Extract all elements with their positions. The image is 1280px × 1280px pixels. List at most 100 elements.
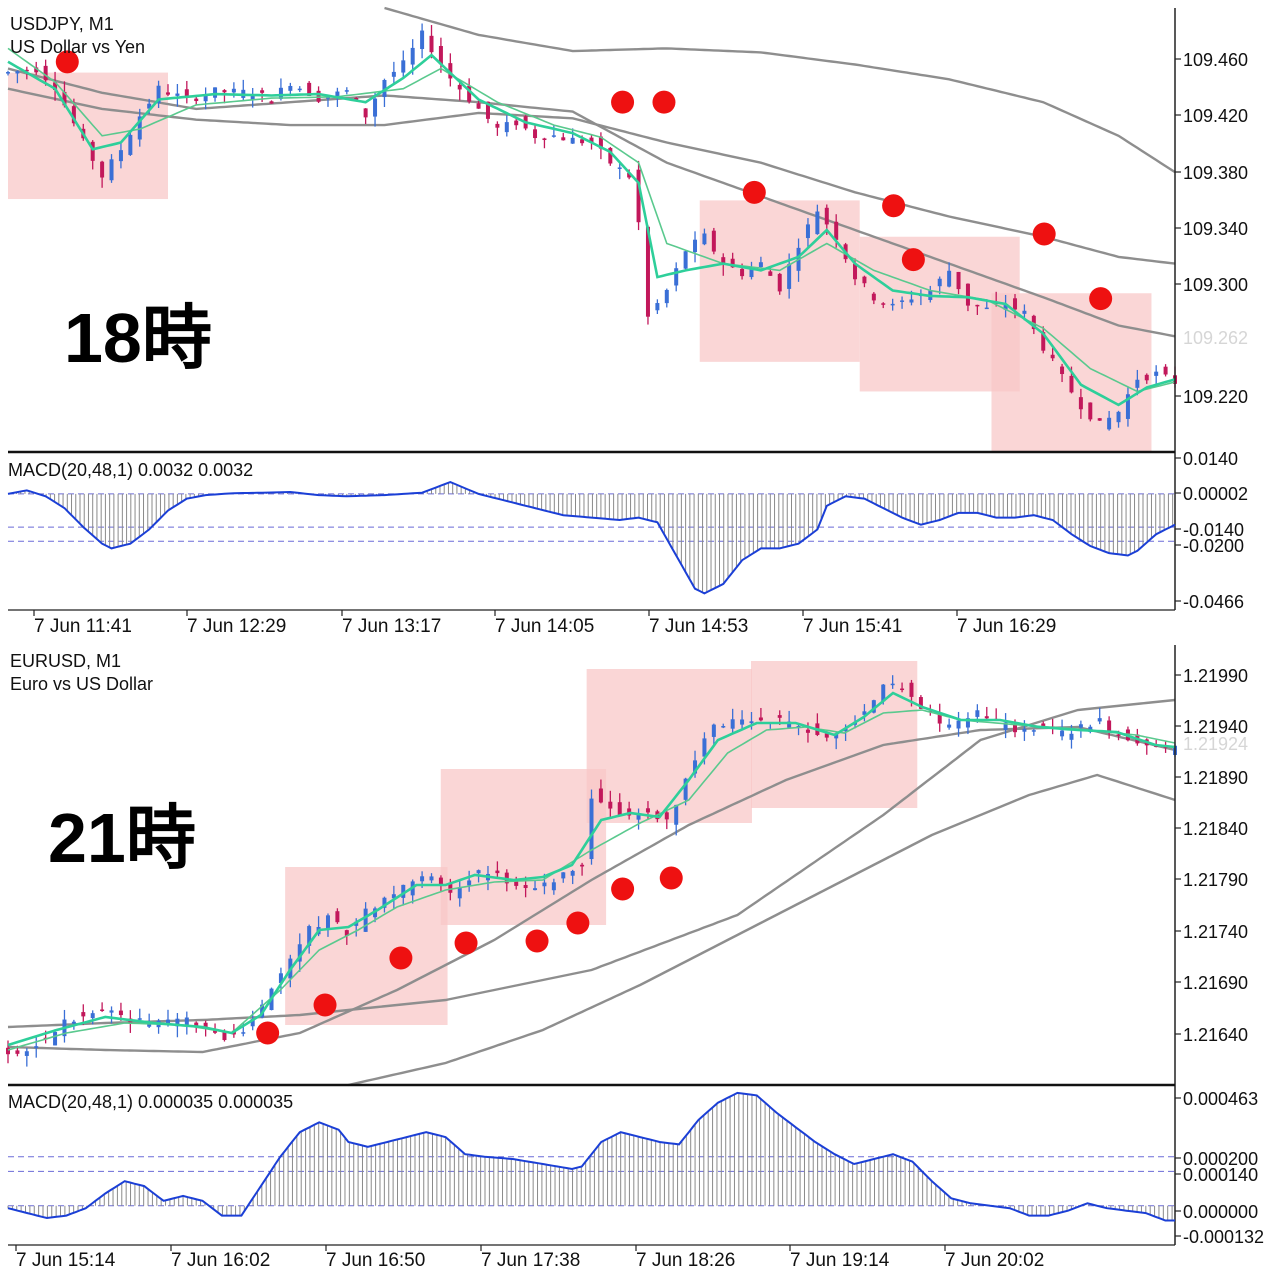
candle-body <box>354 97 359 101</box>
candle-body <box>711 230 716 252</box>
candle-body <box>1041 723 1046 727</box>
candle-body <box>1013 298 1018 310</box>
candle-body <box>853 263 858 280</box>
price-tick-label: 1.21840 <box>1183 819 1248 839</box>
signal-dot <box>389 946 413 970</box>
candle-body <box>956 720 961 729</box>
candle-body <box>156 85 161 104</box>
time-tick-label: 7 Jun 12:29 <box>187 616 286 637</box>
candle-body <box>100 1009 105 1011</box>
signal-dot <box>611 877 635 901</box>
candle-body <box>175 93 180 96</box>
time-tick-label: 7 Jun 17:38 <box>481 1250 580 1271</box>
candle-body <box>834 221 839 240</box>
candle-body <box>438 45 443 65</box>
price-tick-label: 1.21990 <box>1183 666 1248 686</box>
candle-body <box>213 1029 218 1033</box>
candle-body <box>203 95 208 102</box>
hour-overlay-label: 21時 <box>48 799 196 877</box>
candle-body <box>834 733 839 739</box>
candle-body <box>231 88 236 93</box>
candle-body <box>504 122 509 133</box>
candle-body <box>862 276 867 284</box>
candle-body <box>15 1050 20 1054</box>
candle-body <box>693 760 698 774</box>
signal-dot <box>313 993 337 1017</box>
candle-body <box>871 700 876 713</box>
signal-dot <box>256 1021 280 1045</box>
price-tick-label: 109.460 <box>1183 50 1248 70</box>
candle-body <box>551 135 556 137</box>
candle-body <box>100 161 105 178</box>
highlight-box <box>440 769 607 925</box>
candle-body <box>457 84 462 90</box>
candle-body <box>391 894 396 899</box>
candle-body <box>570 870 575 876</box>
candle-body <box>24 1051 29 1056</box>
candle-body <box>871 293 876 301</box>
time-tick-label: 7 Jun 11:41 <box>34 616 132 637</box>
candle-body <box>984 307 989 310</box>
current-price-label: 1.21924 <box>1183 734 1248 754</box>
candle-body <box>749 721 754 724</box>
candle-body <box>53 82 58 91</box>
hour-overlay-label: 18時 <box>64 299 212 377</box>
candle-body <box>307 926 312 946</box>
signal-dot <box>566 911 590 935</box>
candle-body <box>1050 354 1055 359</box>
candle-body <box>947 270 952 287</box>
candle-body <box>956 271 961 290</box>
candle-body <box>514 120 519 126</box>
candle-body <box>862 711 867 715</box>
candle-body <box>1069 375 1074 393</box>
candle-body <box>81 1012 86 1017</box>
candle-body <box>758 717 763 721</box>
candle-body <box>1069 733 1074 740</box>
highlight-box <box>586 669 752 823</box>
candle-body <box>542 138 547 141</box>
candle-body <box>448 882 453 893</box>
candle-body <box>1144 374 1149 381</box>
candle-body <box>1041 332 1046 351</box>
candle-body <box>241 1032 246 1034</box>
candle-body <box>965 283 970 306</box>
candle-body <box>881 303 886 305</box>
candle-body <box>1003 305 1008 310</box>
candle-body <box>627 172 632 178</box>
candle-body <box>165 92 170 95</box>
price-tick-label: 1.21640 <box>1183 1025 1248 1045</box>
candle-body <box>617 167 622 169</box>
signal-dot <box>454 931 478 955</box>
candle-body <box>598 136 603 149</box>
symbol-description: Euro vs US Dollar <box>10 674 153 694</box>
candle-body <box>420 30 425 50</box>
candle-body <box>561 872 566 879</box>
candle-body <box>815 211 820 235</box>
candle-body <box>937 713 942 724</box>
signal-dot <box>525 929 549 953</box>
candle-body <box>984 716 989 719</box>
price-tick-label: 1.21790 <box>1183 870 1248 890</box>
candle-body <box>71 106 76 124</box>
candle-body <box>627 808 632 816</box>
candle-body <box>476 103 481 109</box>
candle-body <box>401 884 406 898</box>
candle-body <box>118 1010 123 1016</box>
candle-body <box>890 683 895 686</box>
candle-body <box>34 67 39 73</box>
candle-body <box>580 864 585 867</box>
candle-body <box>551 882 556 891</box>
candle-body <box>1060 366 1065 375</box>
candle-body <box>118 150 123 162</box>
highlight-box <box>8 72 168 200</box>
time-tick-label: 7 Jun 15:14 <box>16 1250 116 1271</box>
time-tick-label: 7 Jun 13:17 <box>342 616 441 637</box>
macd-tick-label: 0.000463 <box>1183 1089 1258 1109</box>
candle-body <box>514 879 519 886</box>
candle-body <box>373 98 378 117</box>
time-tick-label: 7 Jun 19:14 <box>790 1250 890 1271</box>
candle-body <box>467 85 472 102</box>
candle-body <box>1031 730 1036 732</box>
candle-body <box>909 682 914 697</box>
current-price-label: 109.262 <box>1183 328 1248 348</box>
